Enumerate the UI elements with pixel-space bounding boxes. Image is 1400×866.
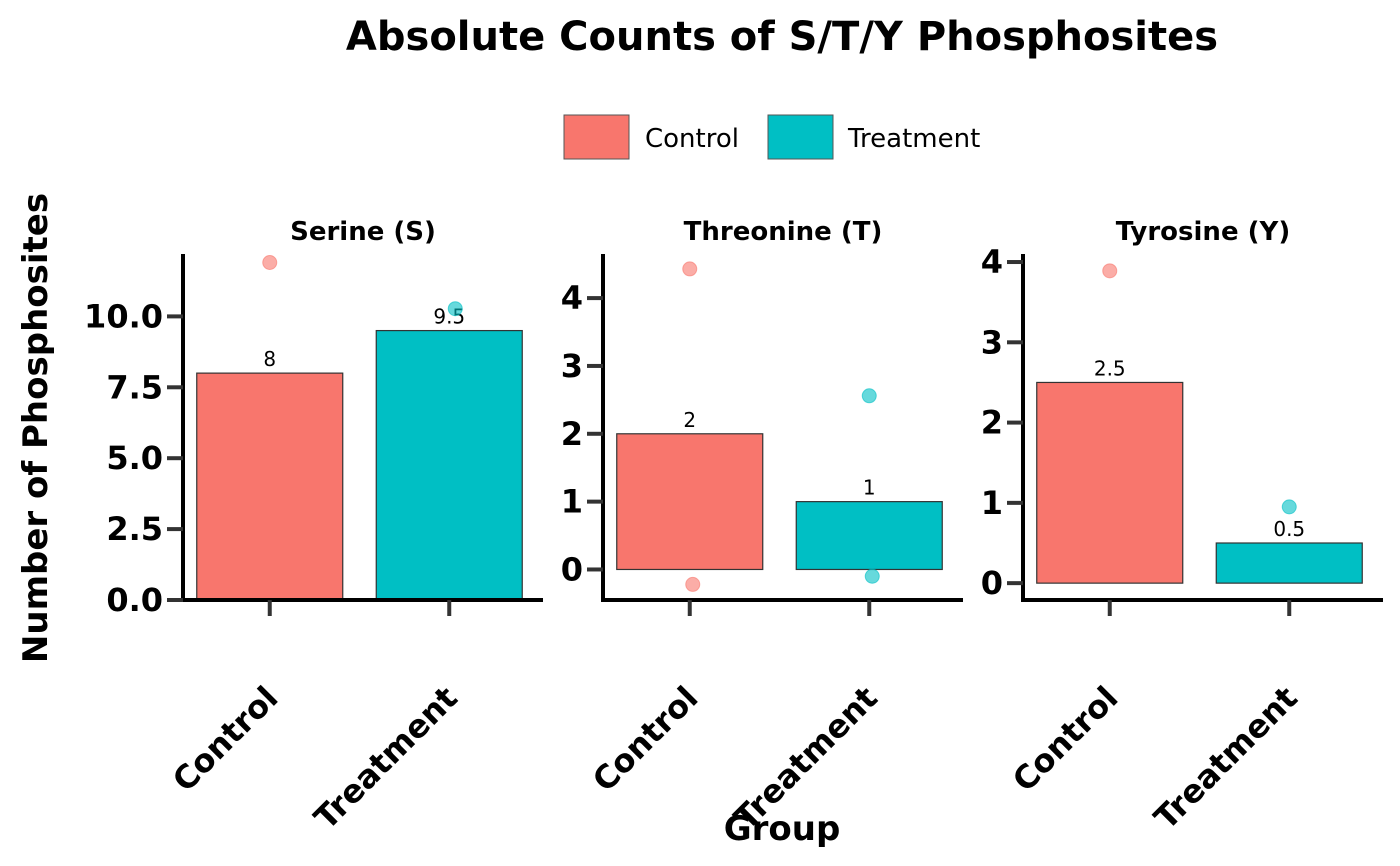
y-tick-label: 0 xyxy=(981,564,1003,602)
bar-label-treatment: 0.5 xyxy=(1273,517,1305,541)
y-axis-title: Number of Phosphosites xyxy=(16,193,56,663)
y-tick-label: 3 xyxy=(981,323,1003,361)
y-tick-label: 2 xyxy=(981,404,1003,442)
legend-label-treatment: Treatment xyxy=(847,124,980,154)
x-tick-label-control: Control xyxy=(165,679,285,799)
x-tick-label-control: Control xyxy=(585,679,705,799)
x-axis-title: Group xyxy=(724,809,841,849)
legend: Control Treatment xyxy=(563,114,980,160)
data-point-treatment xyxy=(447,301,463,317)
facet-title: Threonine (T) xyxy=(684,217,883,247)
bar-control xyxy=(1036,381,1184,584)
bar-label-control: 2.5 xyxy=(1094,356,1126,380)
facet-tyrosine-y: Tyrosine (Y) 2.5 0.5 0 1 2 3 4 Control Treatment xyxy=(981,217,1383,837)
y-tick-label: 7.5 xyxy=(106,368,163,406)
bar-treatment xyxy=(1215,542,1363,584)
x-tick-label-treatment: Treatment xyxy=(1147,679,1305,837)
y-tick-label: 2.5 xyxy=(106,510,163,548)
facet-title: Tyrosine (Y) xyxy=(1116,217,1290,247)
data-point-treatment xyxy=(864,568,880,584)
bar-treatment xyxy=(795,501,943,571)
y-tick-label: 4 xyxy=(561,279,583,317)
data-point-treatment xyxy=(861,388,877,404)
y-tick-label: 10.0 xyxy=(84,297,163,335)
y-tick-label: 2 xyxy=(561,415,583,453)
bar-label-treatment: 1 xyxy=(863,476,876,500)
x-tick-label-control: Control xyxy=(1005,679,1125,799)
bar-treatment xyxy=(375,329,523,601)
y-tick-label: 1 xyxy=(981,484,1003,522)
data-point-control xyxy=(685,576,701,592)
bar-control xyxy=(196,372,344,601)
bar-label-control: 8 xyxy=(263,347,276,371)
y-tick-label: 4 xyxy=(981,243,1003,281)
legend-label-control: Control xyxy=(645,124,739,154)
bar-control xyxy=(616,433,764,571)
data-point-control xyxy=(682,261,698,277)
x-tick-label-treatment: Treatment xyxy=(307,679,465,837)
legend-swatch-treatment xyxy=(767,114,834,160)
y-tick-label: 3 xyxy=(561,347,583,385)
data-point-control xyxy=(1102,263,1118,279)
chart-title: Absolute Counts of S/T/Y Phosphosites xyxy=(346,14,1218,60)
y-tick-label: 0.0 xyxy=(106,581,163,619)
data-point-treatment xyxy=(1281,499,1297,515)
y-tick-label: 5.0 xyxy=(106,439,163,477)
facet-title: Serine (S) xyxy=(290,217,436,247)
y-tick-label: 0 xyxy=(561,550,583,588)
data-point-control xyxy=(262,255,278,271)
bar-label-control: 2 xyxy=(683,408,696,432)
y-tick-label: 1 xyxy=(561,483,583,521)
legend-swatch-control xyxy=(563,114,630,160)
